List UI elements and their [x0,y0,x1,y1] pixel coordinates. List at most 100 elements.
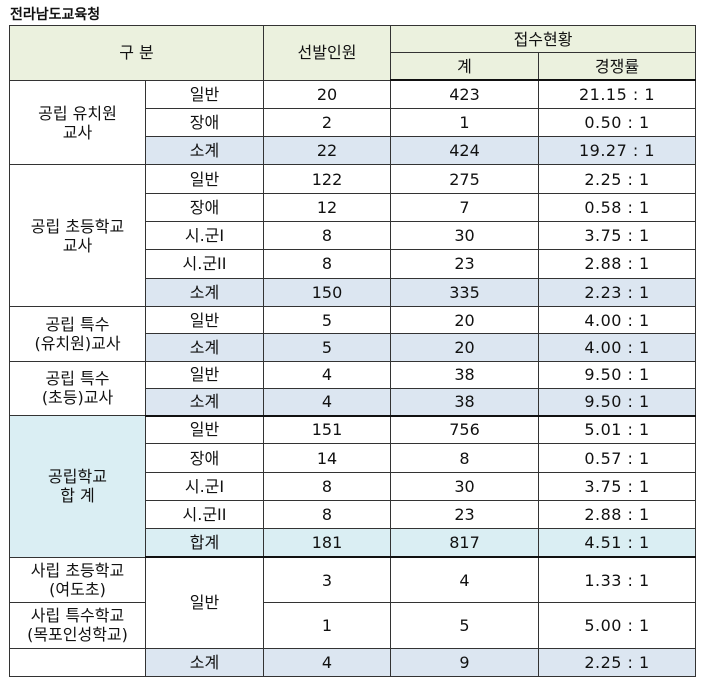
ratio-cell: 2.25 : 1 [537,164,697,194]
applied-cell: 23 [390,499,539,530]
group-name: 공립 유치원 교사 [9,79,146,166]
table-row: 공립학교 합 계 일반 151 756 5.01 : 1 [9,415,697,558]
type-cell: 시.군II [145,499,264,530]
applied-cell: 5 [390,602,539,649]
type-cell: 시.군I [145,221,264,251]
ratio-cell: 4.00 : 1 [537,333,697,362]
subtotal-row: 소계 4 9 2.25 : 1 [9,647,697,678]
group-name: 공립학교 합 계 [9,415,146,558]
table-row: 시.군II 8 23 2.88 : 1 [10,249,697,279]
group-name: 공립 특수 (초등)교사 [9,360,146,417]
applied-cell: 20 [390,333,539,362]
table-row: 공립 특수 (초등)교사 일반 4 38 9.50 : 1 [9,360,697,417]
selected-cell: 150 [263,277,391,307]
selected-cell: 14 [263,443,391,473]
subtotal-row: 소계 4 38 9.50 : 1 [9,387,697,417]
applied-cell: 335 [390,277,539,307]
applied-cell: 23 [390,249,539,279]
table-row: 사립 초등학교 (여도초) 일반 3 4 1.33 : 1 [9,556,697,649]
subtotal-row: 소계 22 424 19.27 : 1 [9,136,697,166]
ratio-cell: 19.27 : 1 [537,136,697,166]
type-cell: 일반 [145,415,264,445]
type-cell: 일반 [145,79,264,109]
table-row: 공립 초등학교 교사 일반 122 275 2.25 : 1 [9,164,697,307]
group-name [9,647,146,678]
ratio-cell: 3.75 : 1 [537,471,697,501]
type-cell: 소계 [145,277,264,307]
selected-cell: 8 [263,221,391,251]
selected-cell: 3 [263,556,391,604]
recruitment-table: 구 분 선발인원 접수현황 계 경쟁률 공립 유치원 교사 일반 20 423 … [9,24,697,678]
applied-cell: 817 [390,528,539,559]
header-applications: 접수현황 [389,24,697,54]
selected-cell: 181 [263,528,391,559]
selected-cell: 4 [263,647,391,678]
applied-cell: 756 [390,415,539,445]
selected-cell: 8 [263,471,391,501]
selected-cell: 122 [263,164,391,194]
applied-cell: 275 [390,164,539,194]
group-name: 사립 초등학교 (여도초) [9,556,146,604]
ratio-cell: 0.50 : 1 [537,107,697,138]
ratio-cell: 4.51 : 1 [537,528,697,559]
group-name: 사립 특수학교 (목포인성학교) [9,602,146,649]
ratio-cell: 2.88 : 1 [537,249,697,279]
selected-cell: 4 [263,387,391,417]
type-cell: 소계 [145,387,264,417]
ratio-cell: 2.25 : 1 [537,647,697,678]
header-total: 계 [390,52,539,82]
applied-cell: 30 [390,471,539,501]
selected-cell: 2 [263,107,391,138]
applied-cell: 1 [390,107,539,138]
table-row: 시.군II 8 23 2.88 : 1 [10,499,697,530]
type-cell: 합계 [145,528,264,559]
applied-cell: 4 [390,556,539,604]
subtotal-row: 소계 5 20 4.00 : 1 [9,333,697,362]
type-cell: 일반 [145,556,264,649]
header-selected: 선발인원 [263,25,391,81]
document-title: 전라남도교육청 [10,7,101,23]
applied-cell: 38 [390,387,539,417]
table-row: 공립 유치원 교사 일반 20 423 21.15 : 1 [9,79,697,166]
table-row: 장애 12 7 0.58 : 1 [10,192,697,223]
applied-cell: 38 [390,360,539,389]
applied-cell: 9 [390,647,539,678]
table-row: 장애 2 1 0.50 : 1 [10,107,697,138]
header-category: 구 분 [9,25,264,81]
ratio-cell: 2.23 : 1 [537,277,697,307]
applied-cell: 8 [390,443,539,473]
table-row: 시.군I 8 30 3.75 : 1 [10,471,697,501]
selected-cell: 5 [263,333,391,362]
ratio-cell: 2.88 : 1 [537,499,697,530]
selected-cell: 151 [263,415,391,445]
type-cell: 장애 [145,192,264,223]
ratio-cell: 5.01 : 1 [537,415,697,445]
selected-cell: 8 [263,499,391,530]
ratio-cell: 3.75 : 1 [537,221,697,251]
selected-cell: 5 [263,305,391,335]
ratio-cell: 0.57 : 1 [537,443,697,473]
type-cell: 시.군II [145,249,264,279]
group-name: 공립 초등학교 교사 [9,164,146,307]
type-cell: 장애 [145,443,264,473]
applied-cell: 7 [390,192,539,223]
table-row: 공립 특수 (유치원)교사 일반 5 20 4.00 : 1 [9,305,697,362]
type-cell: 일반 [145,305,264,335]
applied-cell: 20 [390,305,539,335]
header-ratio: 경쟁률 [537,52,697,82]
header-row-1: 구 분 선발인원 접수현황 [9,24,697,81]
type-cell: 소계 [145,136,264,166]
ratio-cell: 0.58 : 1 [537,192,697,223]
type-cell: 시.군I [145,471,264,501]
selected-cell: 22 [263,136,391,166]
selected-cell: 4 [263,360,391,389]
table-row: 장애 14 8 0.57 : 1 [10,443,697,473]
ratio-cell: 5.00 : 1 [537,602,697,649]
selected-cell: 12 [263,192,391,223]
type-cell: 장애 [145,107,264,138]
applied-cell: 423 [390,79,539,109]
ratio-cell: 4.00 : 1 [537,305,697,335]
table-row: 사립 특수학교 (목포인성학교) 1 5 5.00 : 1 [9,602,697,649]
type-cell: 소계 [145,333,264,362]
selected-cell: 20 [263,79,391,109]
